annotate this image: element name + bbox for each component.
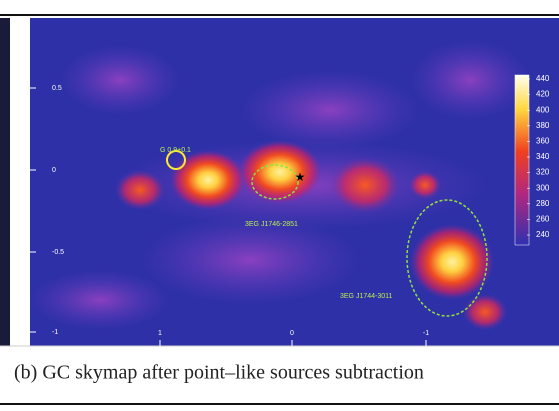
source-ellipse <box>406 199 488 317</box>
y-tick-label: 0 <box>52 167 56 174</box>
colorbar-label: 360 <box>536 137 550 146</box>
y-tick-label: -1 <box>52 329 58 336</box>
source-ellipse <box>251 164 299 200</box>
y-tick-label: -0.5 <box>52 249 64 256</box>
caption: (b) GC skymap after point–like sources s… <box>14 362 424 384</box>
y-tick-label: 0.5 <box>52 85 62 92</box>
x-tick-label: -1 <box>423 330 429 337</box>
left-strip <box>0 18 10 346</box>
x-tick-label: 0 <box>290 330 294 337</box>
x-tick-label: 1 <box>158 330 162 337</box>
star: ★ <box>295 170 306 184</box>
colorbar-label: 240 <box>536 230 550 239</box>
colorbar-label: 260 <box>536 215 550 224</box>
annotation: 3EG J1744-3011 <box>340 293 393 300</box>
colorbar-label: 340 <box>536 152 550 161</box>
annotation: 3EG J1746-2851 <box>245 221 298 228</box>
colorbar-label: 400 <box>536 105 550 114</box>
source-circle <box>166 150 186 170</box>
colorbar-label: 420 <box>536 90 550 99</box>
colorbar-label: 380 <box>536 121 550 130</box>
annotation: G 0.9+0.1 <box>160 147 191 154</box>
colorbar-label: 320 <box>536 168 550 177</box>
colorbar-label: 280 <box>536 199 550 208</box>
colorbar-label: 300 <box>536 183 550 192</box>
emission <box>115 140 507 330</box>
colorbar-label: 440 <box>536 74 550 83</box>
colorbar <box>514 74 530 246</box>
